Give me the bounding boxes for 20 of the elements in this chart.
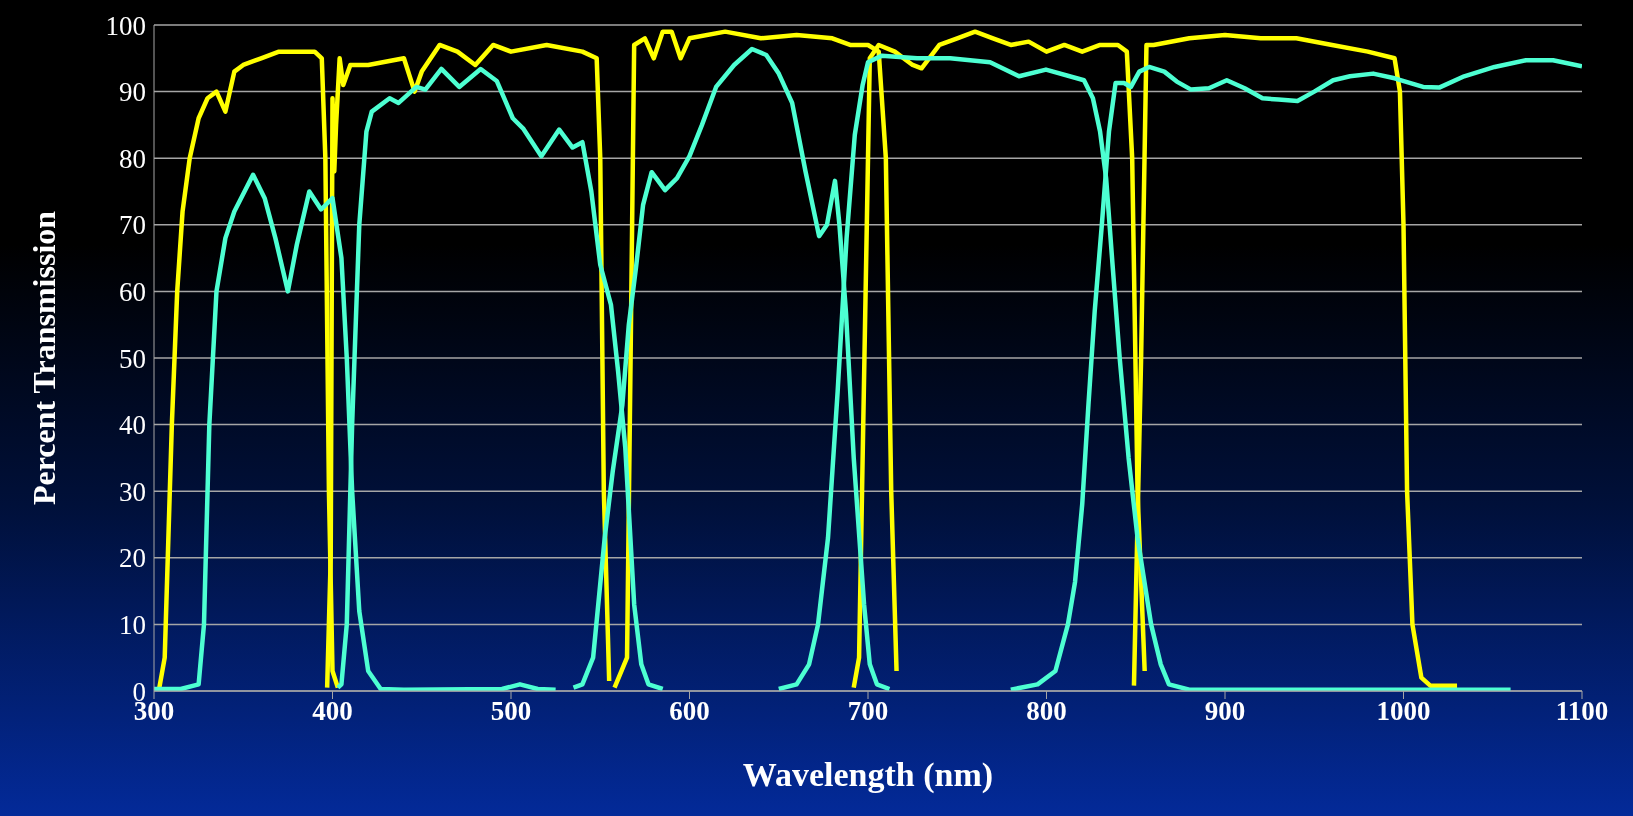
y-tick-label: 90 xyxy=(119,77,146,108)
y-tick-label: 40 xyxy=(119,410,146,441)
y-tick-label: 80 xyxy=(119,143,146,174)
x-tick-label: 1100 xyxy=(1555,696,1609,727)
y-tick-label: 70 xyxy=(119,210,146,241)
y-tick-label: 20 xyxy=(119,543,146,574)
y-tick-label: 100 xyxy=(105,10,146,41)
y-tick-label: 30 xyxy=(119,476,146,507)
y-axis-title: Percent Transmission xyxy=(26,210,63,506)
x-tick-label: 700 xyxy=(847,696,889,727)
x-tick-label: 800 xyxy=(1026,696,1067,727)
x-axis-title: Wavelength (nm) xyxy=(742,756,994,794)
x-tick-label: 400 xyxy=(312,696,353,727)
x-tick-label: 900 xyxy=(1204,696,1246,727)
x-tick-label: 500 xyxy=(490,696,532,727)
x-tick-label: 600 xyxy=(669,696,710,727)
y-tick-label: 10 xyxy=(119,609,146,640)
y-tick-label: 50 xyxy=(119,343,146,374)
y-tick-label: 60 xyxy=(119,276,146,307)
x-tick-label: 1000 xyxy=(1376,696,1431,727)
